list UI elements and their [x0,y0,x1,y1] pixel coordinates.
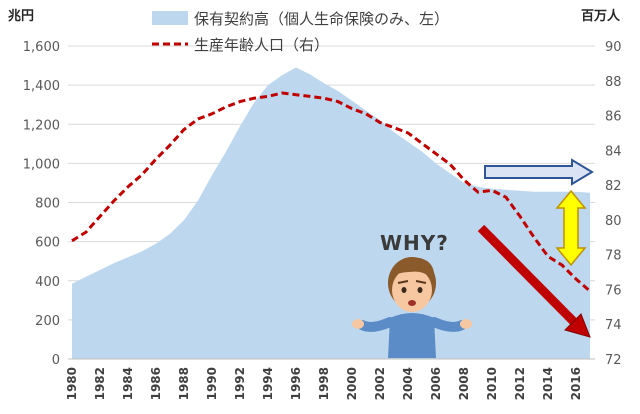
x-tick-label: 2004 [401,367,415,400]
x-tick-label: 1990 [205,367,219,400]
x-tick-label: 2016 [569,367,583,400]
left-tick-label: 1,600 [23,40,60,55]
down-arrow-icon [477,224,591,338]
left-tick-label: 1,400 [23,79,60,94]
left-tick-label: 800 [35,197,60,212]
x-tick-label: 1988 [177,367,191,400]
x-tick-label: 1998 [317,367,331,400]
x-tick-label: 1982 [93,367,107,400]
x-axis-ticks: 1980 1982 1984 1986 1988 1990 1992 1994 1996 1998… [65,367,583,400]
legend-label-line: 生産年齢人口（右） [194,36,329,54]
legend: 保有契約高（個人生命保険のみ、左） 生産年齢人口（右） [152,10,449,54]
left-tick-label: 400 [35,275,60,290]
left-axis-ticks: 0 200 400 600 800 1,000 1,200 1,400 1,600 [23,40,60,368]
x-tick-label: 2010 [485,367,499,400]
right-tick-label: 72 [605,353,622,368]
flat-arrow-icon [484,158,594,186]
right-tick-label: 90 [605,40,622,55]
right-tick-label: 84 [605,144,622,159]
left-tick-label: 200 [35,314,60,329]
right-tick-label: 74 [605,318,622,333]
x-tick-label: 2006 [429,367,443,400]
x-tick-label: 2014 [541,367,555,400]
x-tick-label: 2012 [513,367,527,400]
legend-label-area: 保有契約高（個人生命保険のみ、左） [194,10,449,28]
x-tick-label: 1980 [65,367,79,400]
double-arrow-icon [555,189,587,267]
worried-person-icon [352,257,472,358]
right-tick-label: 78 [605,249,622,264]
right-tick-label: 76 [605,283,622,298]
area-series-holdings [72,67,590,359]
left-tick-label: 600 [35,236,60,251]
right-axis-ticks: 72 74 76 78 80 82 84 86 88 90 [605,40,622,368]
x-tick-label: 1992 [233,367,247,400]
left-axis-unit: 兆円 [8,8,34,24]
right-tick-label: 82 [605,179,622,194]
line-series-working-age-population [71,91,591,293]
legend-swatch-area [152,11,188,25]
x-tick-label: 1986 [149,367,163,400]
right-tick-label: 80 [605,214,622,229]
right-axis-unit: 百万人 [581,8,621,24]
right-tick-label: 86 [605,110,622,125]
left-tick-label: 1,000 [23,157,60,172]
x-tick-label: 2000 [345,367,359,400]
x-tick-label: 1996 [289,367,303,400]
x-tick-label: 2008 [457,367,471,400]
right-tick-label: 88 [605,75,622,90]
left-tick-label: 1,200 [23,118,60,133]
left-tick-label: 0 [52,353,60,368]
x-tick-label: 1994 [261,367,275,400]
why-annotation: WHY? [380,231,449,255]
x-tick-label: 2002 [373,367,387,400]
x-tick-label: 1984 [121,367,135,400]
